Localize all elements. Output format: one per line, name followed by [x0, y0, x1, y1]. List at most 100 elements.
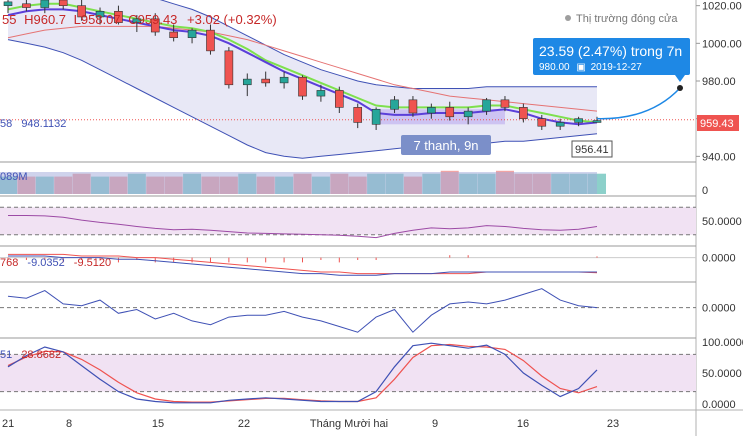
projection-tooltip[interactable]: 23.59 (2.47%) trong 7n 980.00 ▣ 2019-12-… — [533, 38, 690, 82]
candle — [187, 28, 197, 44]
candle — [592, 116, 602, 123]
stoch-k-line — [7, 342, 598, 404]
stoch-legend: 51 28.8682 — [0, 349, 61, 361]
ohlc-open-fragment: 55 — [2, 12, 16, 27]
stoch-band — [0, 354, 696, 392]
time-tick-label: 9 — [432, 418, 438, 430]
candle — [298, 75, 307, 100]
srsi-tick-label: 50.0000 — [702, 216, 742, 228]
candle — [77, 0, 86, 21]
ohlc-legend: 55 H960.7 L958.07 C959.43 +3.02 (+0.32%) — [2, 12, 277, 27]
candle — [500, 96, 510, 112]
candle-body — [187, 29, 197, 38]
stoch-rsi-pane[interactable] — [0, 206, 696, 239]
range-box-label-bg — [401, 135, 491, 155]
candle — [537, 114, 547, 130]
projection-label: 23.59 (2.47%) trong 7n — [539, 43, 682, 59]
bb-legend-value: 948.1132 — [21, 118, 66, 130]
macd-tick-label: 0.0000 — [702, 253, 736, 265]
stoch-legend-value: 28.8682 — [21, 349, 61, 361]
macd-pane[interactable] — [0, 253, 696, 276]
volume-ma-area — [0, 172, 597, 194]
time-tick-label: 23 — [607, 418, 619, 430]
candle — [427, 103, 436, 119]
projection-arrow — [596, 87, 681, 120]
momentum-pane[interactable] — [0, 288, 696, 333]
time-axis[interactable]: 21 8 15 22 Tháng Mười hai 9 16 23 — [2, 418, 619, 430]
projection-target-dot — [677, 85, 683, 91]
time-tick-label: 15 — [152, 418, 164, 430]
calendar-icon: ▣ — [576, 62, 585, 73]
candle-body — [3, 1, 13, 6]
candle-body — [390, 99, 399, 110]
price-tick-label: 1000.00 — [702, 38, 742, 50]
macd-legend-v1: -9.0352 — [27, 257, 64, 269]
srsi-band — [0, 207, 696, 235]
candle-body — [519, 107, 528, 119]
price-axis[interactable]: 1020.001000.00980.00960.00940.00050.0000… — [696, 1, 743, 411]
ohlc-high: H960.7 — [24, 12, 66, 27]
time-tick-label: 22 — [238, 418, 250, 430]
stoch-tick-label: 100.0000 — [702, 337, 743, 349]
candle-body — [335, 90, 344, 108]
candle — [371, 107, 381, 130]
momentum-tick-label: 0.0000 — [702, 303, 736, 315]
market-status-dot — [565, 15, 571, 21]
bollinger-upper-line — [159, 0, 597, 89]
candle-body — [206, 29, 215, 52]
candle-body — [77, 5, 86, 18]
low-label-bg — [571, 140, 613, 158]
candle-body — [150, 18, 160, 33]
candle-body — [574, 118, 583, 123]
price-tick-label: 980.00 — [702, 76, 736, 88]
candle — [445, 101, 455, 121]
candle-body — [482, 99, 491, 112]
candle — [150, 13, 160, 36]
candle-body — [22, 3, 31, 8]
candle — [353, 103, 363, 129]
candle-body — [242, 78, 252, 86]
candle — [169, 24, 178, 42]
candle — [482, 97, 491, 115]
candle-body — [537, 118, 547, 127]
projection-tooltip-bg — [533, 38, 690, 75]
ma-red-line — [7, 25, 598, 112]
candle — [224, 47, 234, 89]
volume-legend: 089M — [0, 171, 28, 183]
last-price-label: 959.43 — [700, 118, 734, 130]
candle-body — [224, 50, 234, 86]
candle-body — [279, 76, 289, 84]
time-tick-label: 16 — [517, 418, 529, 430]
projection-price-date: 980.00 ▣ 2019-12-27 — [539, 62, 642, 73]
bb-legend-fragment: 58 — [0, 118, 12, 130]
candle — [58, 0, 68, 10]
candle — [242, 73, 252, 97]
price-tick-label: 940.00 — [702, 151, 736, 163]
candle-body — [169, 31, 178, 38]
candle — [3, 0, 13, 14]
volume-tick-label: 0 — [702, 185, 708, 197]
candle — [132, 15, 142, 33]
candle — [463, 107, 473, 125]
stoch-legend-fragment: 51 — [0, 349, 12, 361]
candle — [316, 84, 326, 102]
candle — [22, 0, 31, 12]
candle-body — [298, 76, 307, 97]
volume-pane[interactable] — [0, 170, 606, 194]
stoch-tick-label: 50.0000 — [702, 368, 742, 380]
bb-legend: 58 948.1132 — [0, 118, 66, 130]
candle — [335, 86, 344, 114]
candle — [555, 118, 565, 130]
price-pane[interactable] — [0, 0, 696, 159]
candle — [206, 24, 215, 55]
time-tick-label: 8 — [66, 418, 72, 430]
momentum-line — [7, 288, 598, 333]
candle-body — [500, 99, 510, 108]
ma-green-line — [7, 2, 598, 124]
stoch-tick-label: 0.0000 — [702, 399, 736, 411]
candle-body — [353, 107, 363, 123]
stochastic-pane[interactable] — [0, 342, 696, 404]
macd-legend: 768 -9.0352 -9.5120 — [0, 257, 111, 269]
